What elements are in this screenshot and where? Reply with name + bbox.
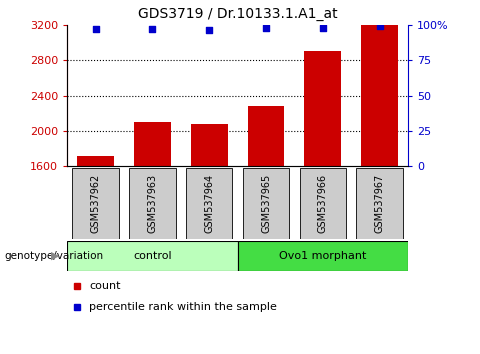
Bar	[356, 168, 403, 239]
Text: count: count	[89, 281, 121, 291]
Bar	[77, 156, 114, 166]
Bar	[248, 106, 285, 166]
Bar	[186, 168, 232, 239]
Point	[205, 28, 213, 33]
Bar	[243, 168, 289, 239]
Bar	[72, 168, 119, 239]
Text: GSM537962: GSM537962	[91, 174, 101, 233]
Text: GSM537967: GSM537967	[374, 174, 384, 233]
Text: ▶: ▶	[51, 251, 60, 261]
Point	[262, 25, 270, 30]
Bar	[134, 122, 171, 166]
Text: Ovo1 morphant: Ovo1 morphant	[279, 251, 367, 261]
Bar	[67, 241, 238, 271]
Bar	[300, 168, 346, 239]
Text: control: control	[133, 251, 172, 261]
Bar	[191, 124, 228, 166]
Point	[376, 23, 384, 29]
Point	[148, 26, 156, 32]
Text: GSM537965: GSM537965	[261, 174, 271, 233]
Text: GSM537963: GSM537963	[147, 174, 157, 233]
Point	[92, 26, 99, 32]
Text: GSM537966: GSM537966	[318, 174, 328, 233]
Text: genotype/variation: genotype/variation	[5, 251, 104, 261]
Text: percentile rank within the sample: percentile rank within the sample	[89, 302, 277, 313]
Bar	[129, 168, 176, 239]
Bar	[304, 51, 341, 166]
Point	[319, 25, 326, 30]
Bar	[361, 25, 398, 166]
Bar	[238, 241, 408, 271]
Title: GDS3719 / Dr.10133.1.A1_at: GDS3719 / Dr.10133.1.A1_at	[138, 7, 337, 21]
Text: GSM537964: GSM537964	[204, 174, 214, 233]
